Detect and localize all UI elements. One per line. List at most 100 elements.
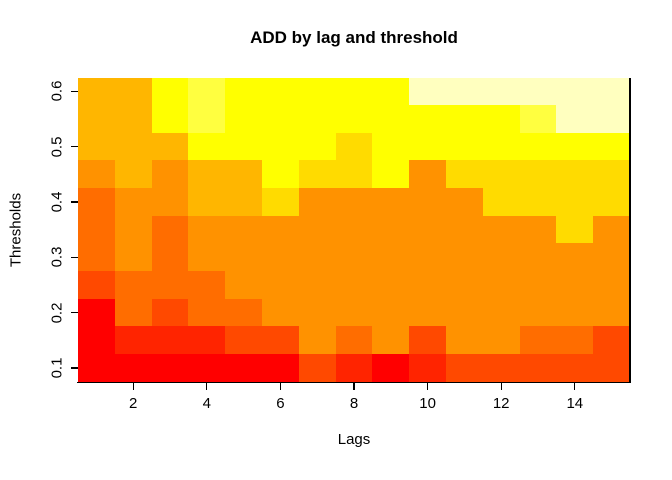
x-tick-mark: [426, 383, 429, 390]
heatmap-cell: [593, 271, 630, 300]
heatmap-cell: [78, 298, 116, 328]
heatmap-cell: [151, 77, 189, 106]
heatmap-cell: [335, 77, 373, 106]
heatmap-cell: [114, 105, 153, 134]
heatmap-cell: [225, 243, 263, 272]
heatmap-cell: [188, 188, 226, 217]
heatmap-cell: [556, 271, 594, 300]
y-tick-label: 0.6: [48, 80, 66, 102]
heatmap-cell: [298, 271, 337, 300]
heatmap-cell: [446, 298, 484, 328]
heatmap-cell: [225, 188, 263, 217]
heatmap-cell: [335, 105, 373, 134]
heatmap-cell: [556, 326, 594, 355]
heatmap-cell: [114, 354, 153, 382]
heatmap-cell: [372, 298, 410, 328]
heatmap-cell: [556, 188, 594, 217]
heatmap-cell: [593, 215, 630, 245]
heatmap-cell: [225, 215, 263, 245]
heatmap-cell: [446, 271, 484, 300]
heatmap-cell: [482, 271, 521, 300]
x-tick-label: 2: [129, 395, 138, 412]
x-tick-mark: [500, 383, 502, 390]
heatmap-cell: [372, 160, 410, 189]
heatmap-cell: [409, 132, 447, 162]
heatmap-cell: [225, 105, 263, 134]
heatmap-cell: [298, 105, 337, 134]
heatmap-cell: [335, 354, 373, 382]
y-tick-mark: [70, 90, 78, 93]
heatmap-cell: [114, 271, 153, 300]
heatmap-cell: [482, 132, 521, 162]
heatmap-cell: [519, 354, 557, 382]
y-tick-label: 0.1: [48, 357, 66, 379]
heatmap-cell: [482, 354, 521, 382]
heatmap-cell: [593, 326, 630, 355]
heatmap-cell: [114, 326, 153, 355]
heatmap-cell: [593, 243, 630, 272]
heatmap-cell: [519, 326, 557, 355]
heatmap-cell: [262, 105, 300, 134]
heatmap-cell: [556, 215, 594, 245]
heatmap-cell: [188, 215, 226, 245]
heatmap-cell: [298, 243, 337, 272]
heatmap-cell: [519, 132, 557, 162]
heatmap-cell: [262, 243, 300, 272]
y-tick-mark: [70, 311, 78, 314]
heatmap-cell: [446, 354, 484, 382]
heatmap-cell: [262, 160, 300, 189]
y-tick-mark: [70, 145, 78, 148]
x-tick-label: 14: [566, 395, 584, 412]
heatmap-cell: [188, 77, 226, 106]
heatmap-cell: [482, 188, 521, 217]
x-tick-mark: [132, 383, 134, 390]
heatmap-cell: [225, 271, 263, 300]
x-tick-mark: [353, 383, 355, 390]
heatmap-cell: [446, 188, 484, 217]
heatmap-cell: [519, 271, 557, 300]
heatmap-cell: [335, 215, 373, 245]
heatmap-cell: [114, 215, 153, 245]
heatmap-cell: [78, 132, 116, 162]
heatmap-cell: [372, 105, 410, 134]
heatmap-cell: [151, 271, 189, 300]
heatmap-cell: [519, 77, 557, 106]
x-tick-mark: [574, 383, 576, 390]
heatmap-cell: [372, 77, 410, 106]
heatmap-cell: [335, 243, 373, 272]
heatmap-cell: [593, 354, 630, 382]
heatmap-cell: [262, 298, 300, 328]
heatmap-cell: [188, 326, 226, 355]
heatmap-cell: [556, 77, 594, 106]
heatmap-cell: [114, 298, 153, 328]
heatmap-cell: [298, 188, 337, 217]
heatmap-cell: [335, 298, 373, 328]
heatmap-cell: [519, 215, 557, 245]
heatmap-cell: [409, 188, 447, 217]
heatmap-cell: [298, 326, 337, 355]
plot-right-border: [629, 77, 631, 383]
heatmap-cell: [593, 77, 630, 106]
heatmap-cell: [409, 77, 447, 106]
heatmap-cell: [225, 354, 263, 382]
heatmap-cell: [556, 354, 594, 382]
y-tick-label: 0.4: [48, 191, 66, 213]
heatmap-cell: [372, 354, 410, 382]
heatmap-cell: [188, 298, 226, 328]
heatmap-cell: [151, 243, 189, 272]
heatmap-cell: [409, 243, 447, 272]
heatmap-cell: [298, 132, 337, 162]
heatmap-cell: [78, 354, 116, 382]
heatmap-cell: [409, 160, 447, 189]
heatmap-cell: [372, 271, 410, 300]
x-tick-label: 12: [492, 395, 510, 412]
heatmap-cell: [409, 326, 447, 355]
heatmap-cell: [225, 298, 263, 328]
heatmap-cell: [482, 77, 521, 106]
heatmap-cell: [151, 298, 189, 328]
y-tick-mark: [70, 201, 78, 203]
heatmap-grid: [78, 77, 630, 382]
heatmap-cell: [188, 105, 226, 134]
heatmap-cell: [519, 105, 557, 134]
